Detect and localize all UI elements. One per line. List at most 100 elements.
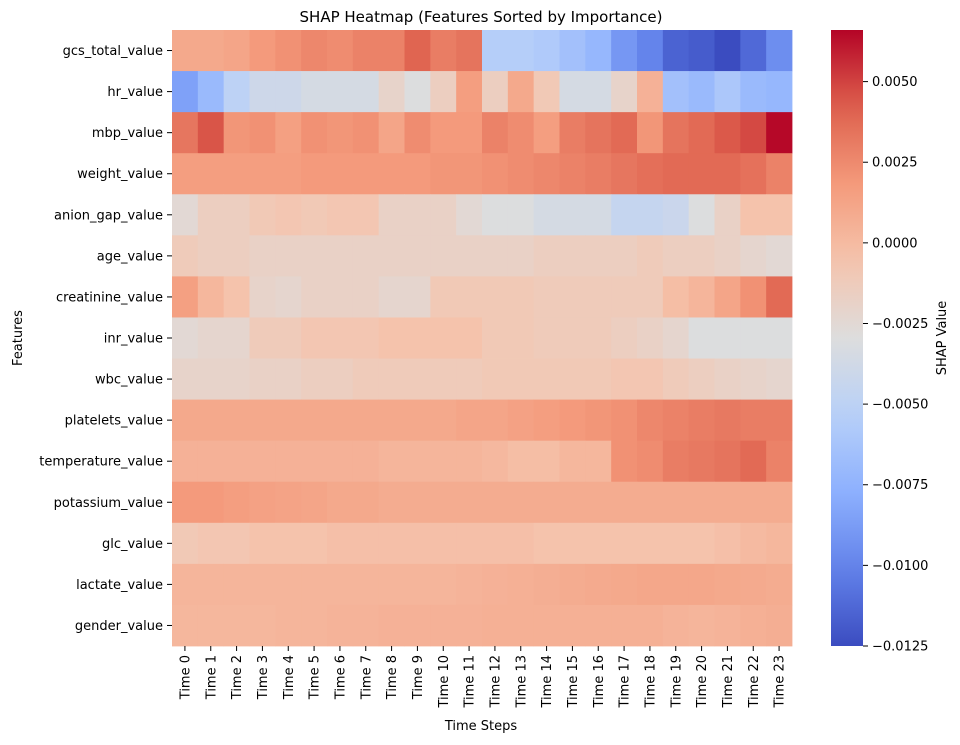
y-axis-label: Features	[11, 310, 26, 366]
heatmap-cell	[327, 440, 354, 483]
heatmap-cell	[740, 112, 767, 154]
heatmap-cell	[688, 30, 715, 72]
heatmap-cell	[662, 358, 690, 400]
heatmap-cell	[197, 71, 225, 113]
heatmap-cell	[249, 522, 276, 565]
x-tick-label: Time 18	[643, 655, 658, 709]
heatmap-cell	[585, 235, 612, 277]
heatmap-cell	[533, 399, 560, 442]
heatmap-cell	[430, 399, 457, 442]
heatmap-cell	[507, 522, 535, 565]
heatmap-cell	[404, 235, 431, 277]
heatmap-cell	[352, 276, 380, 318]
heatmap-cell	[714, 522, 741, 565]
heatmap-cell	[507, 30, 535, 72]
heatmap-cell	[223, 194, 250, 236]
heatmap-cell	[456, 153, 483, 195]
heatmap-cell	[637, 153, 664, 195]
y-tick-label: potassium_value	[54, 496, 163, 511]
heatmap-cell	[482, 194, 509, 236]
heatmap-cell	[223, 276, 250, 318]
heatmap-cell	[740, 399, 767, 442]
heatmap-cell	[662, 399, 690, 442]
heatmap-cell	[197, 112, 225, 154]
heatmap-cell	[585, 71, 612, 113]
heatmap-cell	[404, 112, 431, 154]
heatmap-cell	[275, 194, 302, 236]
heatmap-cell	[559, 399, 586, 442]
heatmap-cell	[456, 358, 483, 400]
heatmap-cell	[378, 153, 405, 195]
heatmap-cell	[301, 153, 328, 195]
heatmap-cell	[352, 317, 380, 359]
heatmap-cell	[378, 481, 405, 524]
heatmap-cell	[533, 604, 560, 647]
x-tick-label: Time 2	[230, 655, 245, 700]
heatmap-cell	[714, 440, 741, 483]
heatmap-cell	[688, 399, 715, 442]
heatmap-cell	[766, 604, 793, 647]
heatmap-cell	[611, 358, 638, 400]
heatmap-cell	[430, 358, 457, 400]
heatmap-cell	[611, 481, 638, 524]
heatmap-cell	[430, 604, 457, 647]
heatmap-cell	[585, 112, 612, 154]
heatmap-cell	[533, 440, 560, 483]
heatmap-cell	[507, 71, 535, 113]
heatmap-cell	[611, 276, 638, 318]
heatmap-cell	[611, 235, 638, 277]
heatmap-cell	[172, 317, 199, 359]
heatmap-cell	[559, 440, 586, 483]
y-tick-label: anion_gap_value	[54, 208, 163, 223]
heatmap-cell	[275, 112, 302, 154]
y-tick-label: hr_value	[107, 85, 163, 100]
heatmap-cell	[585, 522, 612, 565]
heatmap-cell	[662, 317, 690, 359]
heatmap-cell	[482, 563, 509, 606]
heatmap-cell	[378, 399, 405, 442]
heatmap-cell	[249, 604, 276, 647]
heatmap-cell	[662, 604, 690, 647]
heatmap-cell	[533, 563, 560, 606]
heatmap-cell	[533, 522, 560, 565]
heatmap-cell	[352, 481, 380, 524]
colorbar-tick-label: 0.0000	[872, 236, 918, 251]
heatmap-cell	[740, 563, 767, 606]
heatmap-cell	[714, 399, 741, 442]
heatmap-cell	[430, 71, 457, 113]
heatmap-cell	[533, 276, 560, 318]
heatmap-cell	[662, 30, 690, 72]
x-tick-label: Time 6	[333, 655, 348, 700]
heatmap-cell	[533, 358, 560, 400]
heatmap-cell	[223, 153, 250, 195]
heatmap-cell	[482, 440, 509, 483]
heatmap-cell	[637, 71, 664, 113]
heatmap-cell	[482, 522, 509, 565]
heatmap-cell	[378, 235, 405, 277]
heatmap-cell	[249, 399, 276, 442]
heatmap-cell	[533, 112, 560, 154]
heatmap-cell	[559, 563, 586, 606]
heatmap-cell	[714, 153, 741, 195]
heatmap-cell	[637, 194, 664, 236]
heatmap-cell	[611, 563, 638, 606]
heatmap-cell	[223, 481, 250, 524]
heatmap-cell	[533, 235, 560, 277]
heatmap-cell	[637, 30, 664, 72]
heatmap-cell	[637, 481, 664, 524]
y-tick-label: platelets_value	[65, 414, 163, 429]
heatmap-cell	[585, 194, 612, 236]
heatmap-cell	[404, 30, 431, 72]
heatmap-cell	[249, 440, 276, 483]
heatmap-cell	[456, 399, 483, 442]
heatmap-cell	[507, 399, 535, 442]
heatmap-cell	[378, 604, 405, 647]
heatmap-cell	[637, 399, 664, 442]
heatmap-cell	[662, 235, 690, 277]
heatmap-cell	[766, 153, 793, 195]
heatmap-cell	[766, 399, 793, 442]
heatmap-cell	[585, 30, 612, 72]
heatmap-cell	[327, 112, 354, 154]
colorbar-tick-label: 0.0050	[872, 75, 918, 90]
heatmap-cell	[223, 440, 250, 483]
